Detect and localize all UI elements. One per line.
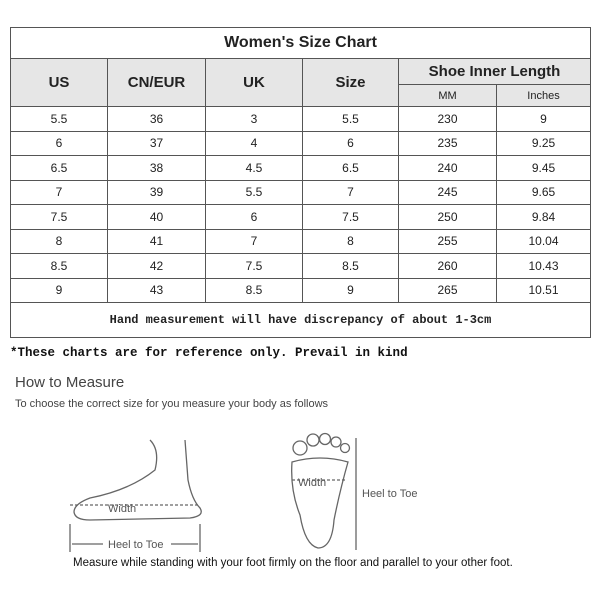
table-cell: 38 — [107, 155, 206, 181]
header-cn-eur: CN/EUR — [107, 58, 206, 107]
table-row: 8 41 7 8 255 10.04 — [10, 228, 592, 254]
table-row: 8.5 42 7.5 8.5 260 10.43 — [10, 253, 592, 279]
header-size: Size — [302, 58, 399, 107]
size-chart-table: Women's Size Chart US CN/EUR UK Size Sho… — [9, 27, 592, 338]
header-length: Shoe Inner Length — [397, 58, 592, 85]
table-row: 6.5 38 4.5 6.5 240 9.45 — [10, 155, 592, 181]
table-cell: 9.25 — [495, 130, 592, 156]
table-cell: 7.5 — [205, 253, 303, 279]
heel-to-toe-side-label: Heel to Toe — [108, 539, 163, 551]
table-cell: 43 — [107, 277, 206, 303]
table-row: 7 39 5.5 7 245 9.65 — [10, 179, 592, 205]
table-cell: 8 — [302, 228, 399, 254]
table-cell: 7.5 — [10, 204, 108, 230]
table-cell: 7 — [302, 179, 399, 205]
table-cell: 6 — [10, 130, 108, 156]
table-cell: 4.5 — [205, 155, 303, 181]
table-cell: 37 — [107, 130, 206, 156]
how-to-subtitle: To choose the correct size for you measu… — [15, 398, 329, 410]
table-row: 7.5 40 6 7.5 250 9.84 — [10, 204, 592, 230]
table-cell: 9.84 — [495, 204, 592, 230]
table-cell: 8.5 — [10, 253, 108, 279]
table-cell: 10.51 — [495, 277, 592, 303]
width-side-label: Width — [108, 503, 136, 515]
table-cell: 6 — [205, 204, 303, 230]
table-cell: 9.65 — [495, 179, 592, 205]
header-mm: MM — [398, 84, 497, 107]
table-cell: 42 — [107, 253, 206, 279]
table-cell: 5.5 — [10, 106, 108, 132]
table-cell: 7 — [205, 228, 303, 254]
table-cell: 245 — [398, 179, 497, 205]
table-cell: 39 — [107, 179, 206, 205]
table-cell: 4 — [205, 130, 303, 156]
table-cell: 230 — [398, 106, 497, 132]
table-cell: 9 — [302, 277, 399, 303]
table-cell: 7 — [10, 179, 108, 205]
table-cell: 41 — [107, 228, 206, 254]
table-row: 6 37 4 6 235 9.25 — [10, 130, 592, 156]
measure-caption: Measure while standing with your foot fi… — [73, 557, 513, 569]
table-cell: 10.43 — [495, 253, 592, 279]
table-cell: 5.5 — [205, 179, 303, 205]
table-cell: 255 — [398, 228, 497, 254]
measurement-footer: Hand measurement will have discrepancy o… — [9, 302, 592, 338]
table-row: 9 43 8.5 9 265 10.51 — [10, 277, 592, 303]
table-cell: 8.5 — [302, 253, 399, 279]
header-us: US — [10, 58, 108, 107]
table-cell: 36 — [107, 106, 206, 132]
table-cell: 6 — [302, 130, 399, 156]
table-cell: 9 — [10, 277, 108, 303]
table-cell: 265 — [398, 277, 497, 303]
table-cell: 40 — [107, 204, 206, 230]
chart-title: Women's Size Chart — [9, 27, 592, 59]
header-inches: Inches — [495, 84, 592, 107]
how-to-heading: How to Measure — [15, 374, 125, 391]
sole-foot-icon — [291, 432, 357, 550]
header-uk: UK — [205, 58, 303, 107]
table-cell: 10.04 — [495, 228, 592, 254]
table-cell: 8.5 — [205, 277, 303, 303]
width-sole-label: Width — [298, 477, 326, 489]
side-foot-icon — [69, 439, 202, 552]
table-cell: 250 — [398, 204, 497, 230]
table-cell: 6.5 — [10, 155, 108, 181]
table-cell: 7.5 — [302, 204, 399, 230]
table-row: 5.5 36 3 5.5 230 9 — [10, 106, 592, 132]
table-cell: 240 — [398, 155, 497, 181]
table-cell: 9 — [495, 106, 592, 132]
table-cell: 9.45 — [495, 155, 592, 181]
heel-to-toe-sole-label: Heel to Toe — [362, 488, 417, 500]
table-cell: 8 — [10, 228, 108, 254]
foot-illustrations: Width Heel to Toe Width Heel to Toe — [69, 432, 417, 552]
reference-note: *These charts are for reference only. Pr… — [10, 346, 408, 360]
table-cell: 260 — [398, 253, 497, 279]
table-cell: 235 — [398, 130, 497, 156]
table-cell: 6.5 — [302, 155, 399, 181]
table-cell: 5.5 — [302, 106, 399, 132]
table-cell: 3 — [205, 106, 303, 132]
